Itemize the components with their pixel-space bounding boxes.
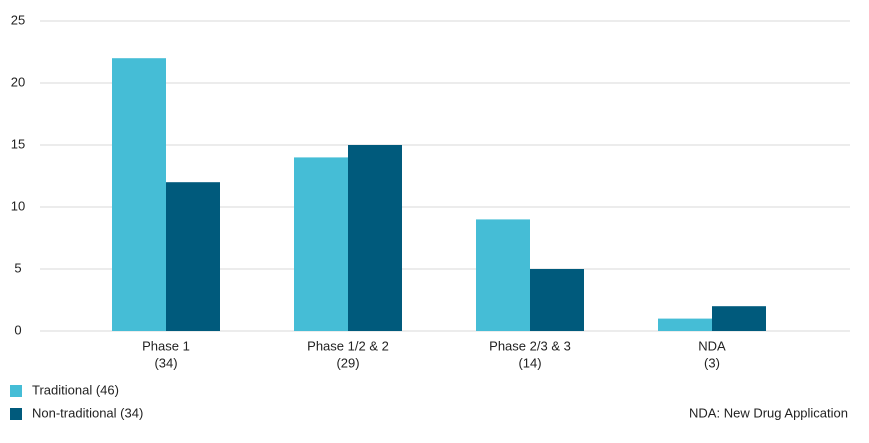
bar [712,306,766,331]
bar [530,269,584,331]
bar [476,219,530,331]
legend-swatch [10,408,22,420]
x-tick-label: NDA [698,338,726,353]
legend-swatch [10,385,22,397]
y-tick-label: 5 [14,260,21,275]
x-tick-label: Phase 2/3 & 3 [489,338,571,353]
y-tick-label: 0 [14,322,21,337]
bar [658,318,712,331]
legend-label: Non-traditional (34) [32,405,143,420]
x-tick-label: (3) [704,355,720,370]
y-tick-label: 25 [11,12,25,27]
y-tick-label: 10 [11,198,25,213]
y-tick-label: 15 [11,136,25,151]
x-tick-label: (34) [154,355,177,370]
x-tick-label: Phase 1 [142,338,190,353]
x-tick-label: (29) [336,355,359,370]
bar [166,182,220,331]
bar [112,58,166,331]
bar [348,145,402,331]
y-tick-label: 20 [11,74,25,89]
legend-label: Traditional (46) [32,382,119,397]
x-tick-label: Phase 1/2 & 2 [307,338,389,353]
annotation: NDA: New Drug Application [689,405,848,420]
bar [294,157,348,331]
x-tick-label: (14) [518,355,541,370]
